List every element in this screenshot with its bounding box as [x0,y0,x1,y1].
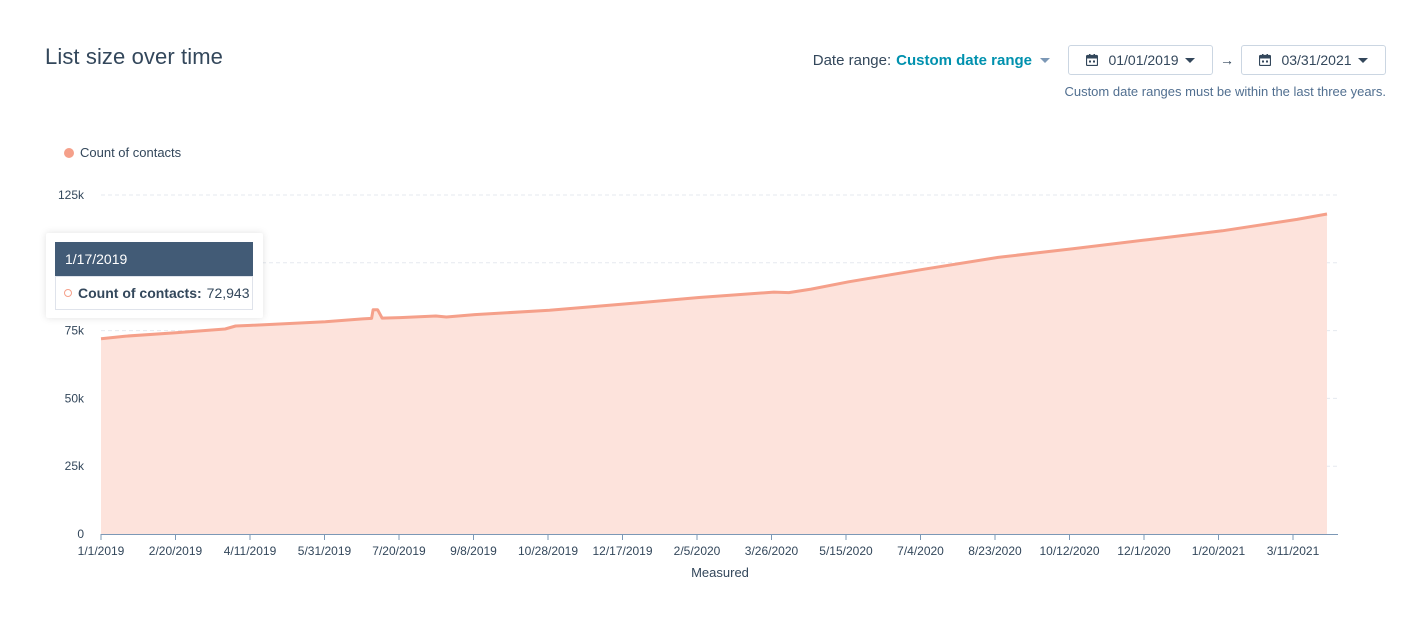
date-range-hint: Custom date ranges must be within the la… [1064,84,1386,99]
x-tick-label: 5/31/2019 [298,544,352,558]
end-date-picker[interactable]: 03/31/2021 [1241,45,1386,75]
start-date-value: 01/01/2019 [1108,52,1179,68]
x-tick-label: 12/1/2020 [1117,544,1171,558]
series-marker-icon [64,289,72,297]
y-tick-label: 25k [65,459,85,473]
x-axis-title: Measured [691,565,749,580]
tooltip-date: 1/17/2019 [55,242,253,276]
calendar-icon [1259,54,1272,66]
x-tick-label: 4/11/2019 [224,544,277,558]
y-tick-label: 75k [65,324,85,338]
x-tick-label: 1/1/2019 [78,544,125,558]
tooltip-row: Count of contacts: 72,943 [55,276,253,310]
legend-label: Count of contacts [80,145,182,160]
x-tick-label: 10/28/2019 [518,544,578,558]
x-tick-label: 2/5/2020 [674,544,721,558]
date-range-controls: Date range: Custom date range 01/01/2019… [813,44,1386,76]
x-tick-label: 7/4/2020 [897,544,944,558]
series-area [101,214,1327,534]
y-tick-label: 125k [58,188,85,202]
caret-down-icon [1040,57,1050,63]
calendar-icon [1086,54,1099,66]
date-range-value: Custom date range [896,51,1032,69]
x-tick-label: 8/23/2020 [968,544,1022,558]
date-range-label: Date range: [812,51,892,69]
caret-down-icon [1184,57,1195,63]
y-tick-label: 50k [65,391,85,405]
chart-tooltip: 1/17/2019 Count of contacts: 72,943 [46,233,263,318]
x-tick-label: 5/15/2020 [819,544,873,558]
series-line [100,212,1328,341]
caret-down-icon [1357,57,1368,63]
chart-legend[interactable]: Count of contacts [64,145,181,160]
x-tick-label: 12/17/2019 [592,544,652,558]
page-title: List size over time [45,44,223,69]
x-tick-label: 1/20/2021 [1192,544,1246,558]
x-tick-label: 3/11/2021 [1267,544,1320,558]
x-tick-label: 3/26/2020 [745,544,799,558]
start-date-picker[interactable]: 01/01/2019 [1068,45,1213,75]
date-range-dropdown[interactable]: Custom date range [896,52,1050,69]
tooltip-label: Count of contacts: [78,285,202,301]
x-tick-label: 9/8/2019 [450,544,497,558]
tooltip-value: 72,943 [206,285,250,301]
x-tick-label: 10/12/2020 [1039,544,1099,558]
x-tick-label: 2/20/2019 [149,544,203,558]
y-tick-label: 0 [77,527,84,541]
end-date-value: 03/31/2021 [1281,52,1352,68]
legend-marker [64,147,74,158]
x-tick-label: 7/20/2019 [372,544,426,558]
arrow-right-icon: → [1220,52,1234,68]
